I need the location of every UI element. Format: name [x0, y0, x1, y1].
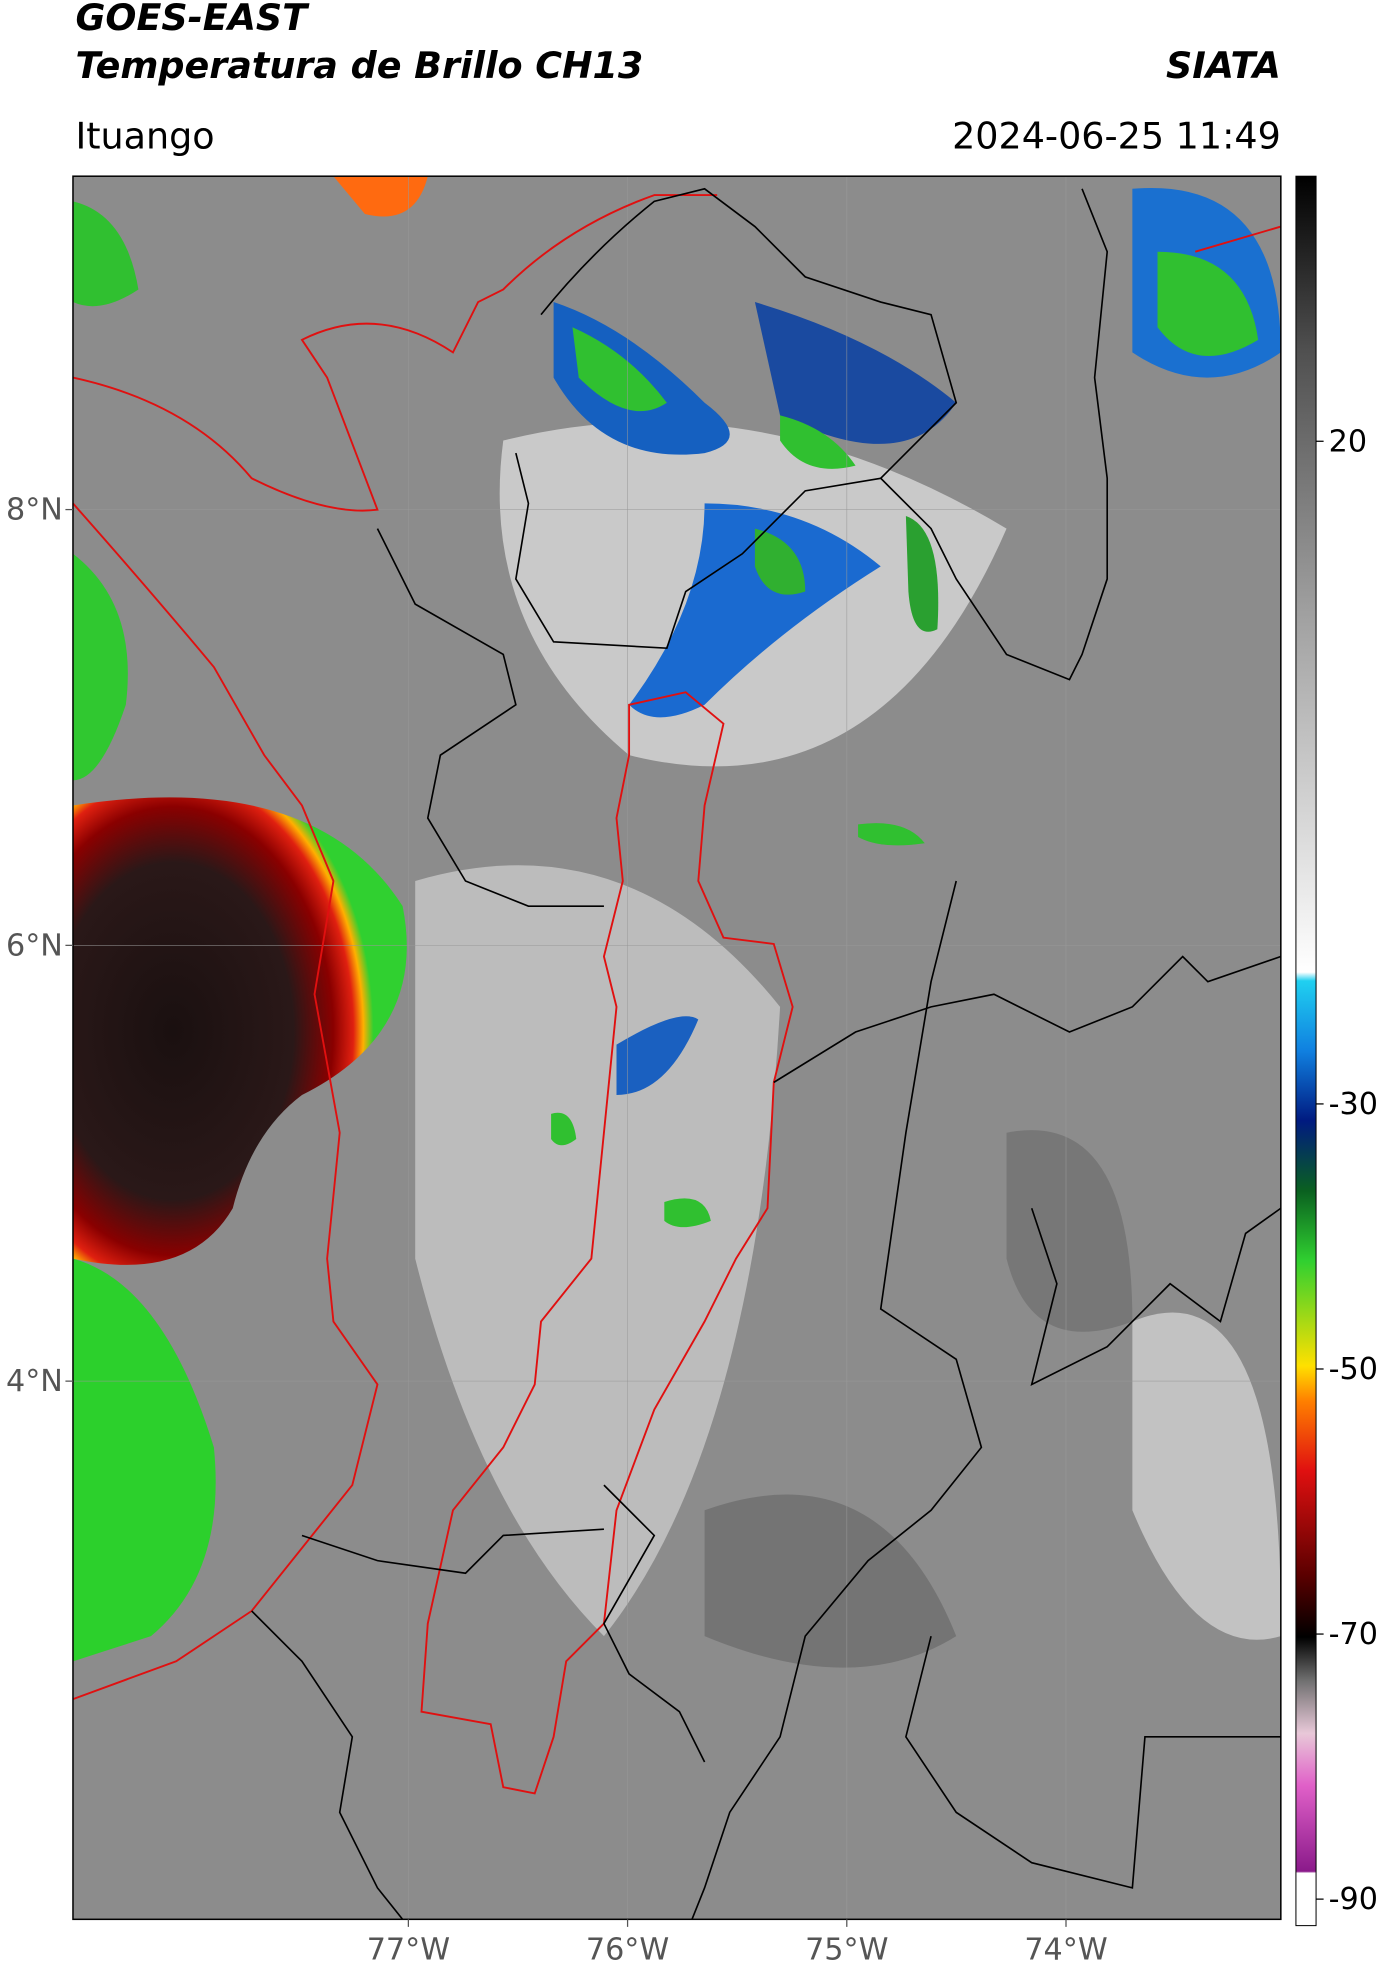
dept-border	[691, 880, 983, 1920]
map-image	[72, 176, 1281, 1920]
title-line1: GOES-EAST	[75, 0, 310, 39]
colorbar-tick-label: 20	[1329, 424, 1367, 459]
dept-border	[301, 1528, 604, 1575]
lat-tick-label: 8°N	[6, 493, 63, 528]
dept-border	[376, 528, 604, 907]
dept-border	[540, 187, 1109, 681]
colorbar	[1295, 175, 1317, 1927]
lat-tick-label: 6°N	[6, 928, 63, 963]
colorbar-tick-label: -70	[1329, 1617, 1378, 1652]
dept-border	[251, 1610, 404, 1920]
lon-tick-label: 74°W	[1024, 1933, 1107, 1968]
colorbar-tick-label: -30	[1329, 1087, 1378, 1122]
organization: SIATA	[1166, 44, 1281, 87]
axis-ticks: 77°W 76°W 75°W 74°W 8°N 6°N 4°N	[6, 493, 1108, 1968]
border-ne	[1195, 225, 1282, 253]
colorbar-tick-label: -50	[1329, 1352, 1378, 1387]
colorbar-tick-label: -90	[1329, 1882, 1378, 1917]
dept-border	[514, 452, 881, 650]
lon-tick-label: 77°W	[367, 1933, 450, 1968]
grid	[72, 176, 1281, 1920]
coast-north	[72, 194, 718, 512]
dept-border	[773, 955, 1282, 1084]
colorbar-ticks: 20 -30 -50 -70 -90	[1316, 424, 1378, 1917]
location: Ituango	[75, 115, 214, 158]
datetime: 2024-06-25 11:49	[952, 115, 1281, 158]
dept-border	[905, 1635, 1281, 1889]
dept-border	[1030, 1207, 1282, 1386]
borders	[72, 187, 1282, 1920]
lat-tick-label: 4°N	[6, 1364, 63, 1399]
lon-tick-label: 75°W	[805, 1933, 888, 1968]
lon-tick-label: 76°W	[586, 1933, 669, 1968]
map-frame	[72, 175, 1282, 1921]
title-line2: Temperatura de Brillo CH13	[75, 44, 643, 87]
coast-west	[72, 502, 379, 1700]
dept-border	[603, 1484, 706, 1763]
antioquia-border	[420, 691, 794, 1795]
